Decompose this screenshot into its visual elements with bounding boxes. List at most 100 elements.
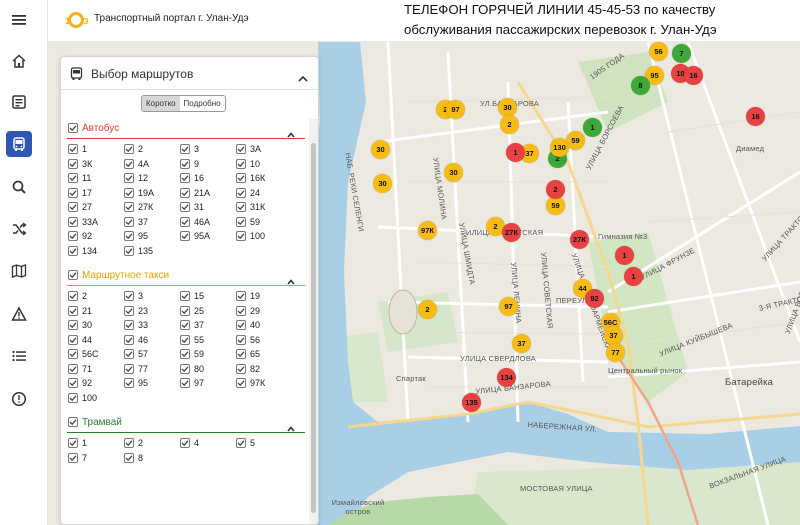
checkbox[interactable] <box>124 320 134 331</box>
route-checkbox-item[interactable]: 16 <box>180 171 236 186</box>
vehicle-marker[interactable]: 135 <box>462 393 481 412</box>
vehicle-marker[interactable]: 7 <box>672 44 691 63</box>
checkbox[interactable] <box>124 216 134 227</box>
route-checkbox-item[interactable]: 31К <box>236 200 292 215</box>
vehicle-marker[interactable]: 37 <box>604 326 623 345</box>
checkbox[interactable] <box>68 144 78 155</box>
checkbox[interactable] <box>124 438 134 449</box>
chevron-up-icon[interactable] <box>287 419 295 437</box>
vehicle-marker[interactable]: 8 <box>631 76 650 95</box>
panel-header[interactable]: Выбор маршрутов <box>61 57 318 90</box>
section-checkbox[interactable] <box>68 417 78 427</box>
vehicle-marker[interactable]: 2 <box>500 115 519 134</box>
vehicle-marker[interactable]: 56 <box>649 42 668 61</box>
checkbox[interactable] <box>180 334 190 345</box>
route-checkbox-item[interactable]: 46 <box>124 333 180 348</box>
route-checkbox-item[interactable]: 134 <box>68 244 124 259</box>
vehicle-marker[interactable]: 37 <box>512 334 531 353</box>
route-checkbox-item[interactable]: 8 <box>124 451 180 466</box>
news-icon[interactable] <box>6 89 32 115</box>
list-icon[interactable] <box>6 343 32 369</box>
vehicle-marker[interactable]: 30 <box>371 140 390 159</box>
checkbox[interactable] <box>124 173 134 184</box>
vehicle-marker[interactable]: 1 <box>624 267 643 286</box>
route-checkbox-item[interactable]: 40 <box>236 318 292 333</box>
checkbox[interactable] <box>236 158 246 169</box>
checkbox[interactable] <box>236 334 246 345</box>
checkbox[interactable] <box>68 158 78 169</box>
vehicle-marker[interactable]: 27К <box>570 230 589 249</box>
route-checkbox-item[interactable]: 27 <box>68 200 124 215</box>
route-checkbox-item[interactable]: 21А <box>180 186 236 201</box>
route-checkbox-item[interactable]: 7 <box>68 451 124 466</box>
route-checkbox-item[interactable]: 65 <box>236 347 292 362</box>
route-checkbox-item[interactable]: 100 <box>236 229 292 244</box>
vehicle-marker[interactable]: 30 <box>444 163 463 182</box>
route-checkbox-item[interactable]: 19А <box>124 186 180 201</box>
route-checkbox-item[interactable]: 33 <box>124 318 180 333</box>
route-checkbox-item[interactable]: 56 <box>236 333 292 348</box>
checkbox[interactable] <box>68 378 78 389</box>
vehicle-marker[interactable]: 97 <box>446 100 465 119</box>
route-checkbox-item[interactable]: 1 <box>68 436 124 451</box>
vehicle-marker[interactable]: 1 <box>506 143 525 162</box>
toggle-short[interactable]: Коротко <box>142 96 180 111</box>
checkbox[interactable] <box>124 305 134 316</box>
vehicle-marker[interactable]: 30 <box>498 98 517 117</box>
checkbox[interactable] <box>124 349 134 360</box>
route-checkbox-item[interactable]: 37 <box>124 215 180 230</box>
route-checkbox-item[interactable]: 95 <box>124 229 180 244</box>
checkbox[interactable] <box>180 291 190 302</box>
checkbox[interactable] <box>236 291 246 302</box>
route-checkbox-item[interactable]: 2 <box>124 436 180 451</box>
checkbox[interactable] <box>180 231 190 242</box>
vehicle-marker[interactable]: 59 <box>546 196 565 215</box>
route-checkbox-item[interactable]: 25 <box>180 304 236 319</box>
checkbox[interactable] <box>180 305 190 316</box>
checkbox[interactable] <box>124 245 134 256</box>
vehicle-marker[interactable]: 77 <box>606 343 625 362</box>
checkbox[interactable] <box>180 320 190 331</box>
section-header[interactable]: Автобус <box>67 119 307 138</box>
route-checkbox-item[interactable]: 59 <box>236 215 292 230</box>
route-checkbox-item[interactable]: 82 <box>236 362 292 377</box>
panel-scrollbar[interactable] <box>309 119 318 524</box>
checkbox[interactable] <box>124 187 134 198</box>
checkbox[interactable] <box>180 363 190 374</box>
info-icon[interactable] <box>6 386 32 412</box>
checkbox[interactable] <box>124 334 134 345</box>
route-checkbox-item[interactable]: 57 <box>124 347 180 362</box>
checkbox[interactable] <box>68 452 78 463</box>
route-checkbox-item[interactable]: 27К <box>124 200 180 215</box>
route-checkbox-item[interactable]: 97 <box>180 376 236 391</box>
checkbox[interactable] <box>180 378 190 389</box>
shuffle-icon[interactable] <box>6 216 32 242</box>
route-checkbox-item[interactable]: 5 <box>236 436 292 451</box>
section-header[interactable]: Маршрутное такси <box>67 266 307 285</box>
checkbox[interactable] <box>124 158 134 169</box>
route-checkbox-item[interactable]: 55 <box>180 333 236 348</box>
checkbox[interactable] <box>68 291 78 302</box>
route-checkbox-item[interactable]: 2 <box>124 142 180 157</box>
checkbox[interactable] <box>236 173 246 184</box>
vehicle-marker[interactable]: 1 <box>615 246 634 265</box>
section-checkbox[interactable] <box>68 270 78 280</box>
route-checkbox-item[interactable]: 12 <box>124 171 180 186</box>
route-checkbox-item[interactable]: 24 <box>236 186 292 201</box>
vehicle-marker[interactable]: 134 <box>497 368 516 387</box>
vehicle-marker[interactable]: 16 <box>684 66 703 85</box>
vehicle-marker[interactable]: 130 <box>550 138 569 157</box>
checkbox[interactable] <box>68 334 78 345</box>
route-checkbox-item[interactable]: 16К <box>236 171 292 186</box>
route-checkbox-item[interactable]: 33А <box>68 215 124 230</box>
route-checkbox-item[interactable]: 71 <box>68 362 124 377</box>
checkbox[interactable] <box>124 202 134 213</box>
map-icon[interactable] <box>6 258 32 284</box>
vehicle-marker[interactable]: 37 <box>520 144 539 163</box>
vehicle-marker[interactable]: 97 <box>499 297 518 316</box>
checkbox[interactable] <box>180 438 190 449</box>
route-checkbox-item[interactable]: 17 <box>68 186 124 201</box>
menu-icon[interactable] <box>6 7 32 33</box>
checkbox[interactable] <box>236 305 246 316</box>
checkbox[interactable] <box>68 305 78 316</box>
